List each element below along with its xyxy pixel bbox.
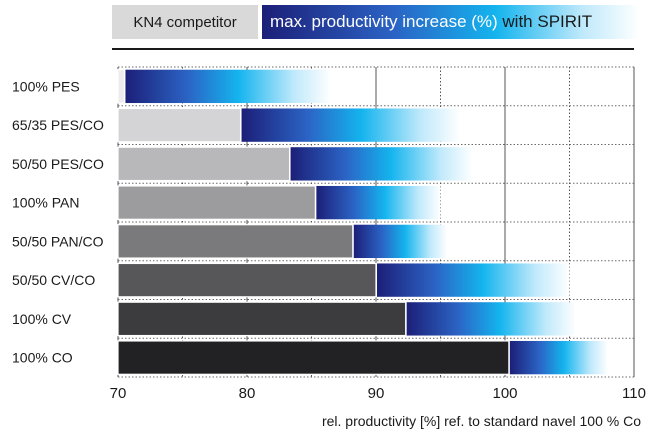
category-label: 100% PES [12,78,80,94]
legend-spirit: max. productivity increase (%) with SPIR… [262,5,639,39]
spirit-bar [316,185,441,220]
bars [117,69,609,375]
spirit-bar [290,147,473,181]
spirit-bar [377,263,570,297]
spirit-bar [125,69,331,104]
category-label: 50/50 CV/CO [12,272,95,288]
category-label: 50/50 PES/CO [12,156,104,172]
x-tick-label: 100 [492,385,517,402]
category-label: 50/50 PAN/CO [12,233,104,249]
x-tick-labels: 70 80 90 100 110 [110,385,646,402]
competitor-bar [117,340,510,375]
category-label: 100% PAN [12,195,79,211]
competitor-bar [117,224,354,259]
competitor-bar [117,146,291,182]
category-label: 100% CO [12,350,73,366]
legend-competitor-label: KN4 competitor [133,13,237,31]
spirit-bar [241,108,460,142]
spirit-bar [406,302,576,336]
legend-spirit-label-a: max. productivity increase (%) [270,12,503,31]
competitor-bar [117,69,126,104]
category-labels: 100% PES 65/35 PES/CO 50/50 PES/CO 100% PAN… [12,78,104,365]
competitor-bar [117,107,242,143]
category-label: 65/35 PES/CO [12,117,104,133]
x-axis-title: rel. productivity [%] ref. to standard n… [321,413,641,429]
x-tick-label: 70 [110,385,127,402]
spirit-bar [509,340,609,375]
competitor-bar [117,262,377,298]
category-label: 100% CV [12,311,72,327]
spirit-bar [353,224,447,259]
legend-spirit-label-b: with SPIRIT [502,12,593,31]
x-tick-label: 90 [368,385,385,402]
competitor-bar [117,301,407,337]
legend-competitor: KN4 competitor [112,5,258,39]
x-tick-label: 80 [239,385,256,402]
x-tick-label: 110 [622,385,646,402]
competitor-bar [117,185,316,220]
